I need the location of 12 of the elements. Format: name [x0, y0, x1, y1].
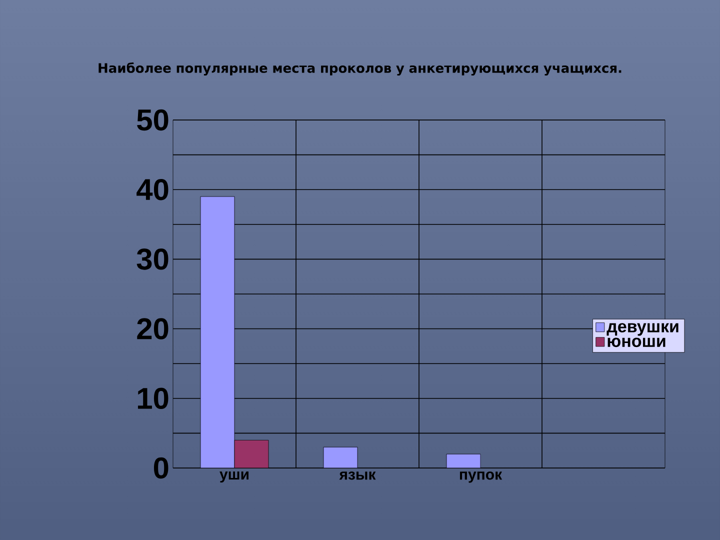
x-tick-label: язык: [339, 472, 376, 480]
y-tick-label: 0: [154, 457, 168, 479]
y-tick-label: 20: [137, 318, 168, 340]
y-tick-label: 40: [136, 178, 168, 200]
y-tick-label: 30: [136, 248, 168, 270]
y-tick-label: 10: [138, 388, 168, 410]
legend-label: девушки: [606, 323, 678, 336]
legend-label: юноши: [608, 338, 666, 348]
y-tick-label: 50: [137, 109, 168, 131]
x-tick-label: уши: [220, 472, 248, 483]
x-tick-label: пупок: [460, 472, 502, 483]
chart-title: Наиболее популярные места проколов у анкетирующихся учащихся.: [98, 62, 622, 76]
